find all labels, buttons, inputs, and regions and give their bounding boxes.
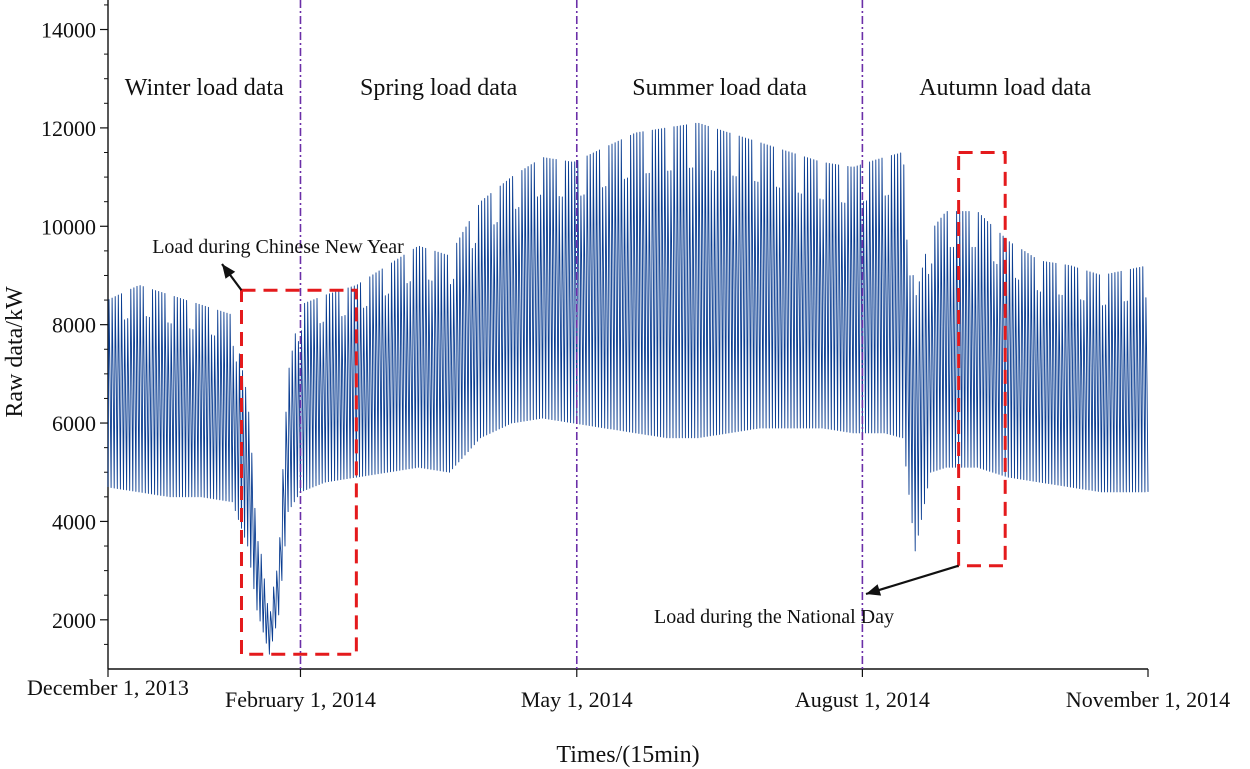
y-axis-title: Raw data/kW <box>2 286 28 418</box>
y-axis-ticks: 2000 4000 6000 8000 10000 12000 14000 <box>41 18 108 633</box>
y-tick-label: 8000 <box>52 313 96 338</box>
y-tick-label: 6000 <box>52 411 96 436</box>
annotation-arrowhead <box>866 584 882 596</box>
load-series <box>107 122 1149 655</box>
annotation-box <box>957 150 1007 568</box>
season-dividers: Winter load data Spring load data Summer l… <box>125 0 1092 669</box>
x-tick-label: December 1, 2013 <box>27 675 189 700</box>
annotation-label: Load during the National Day <box>654 606 894 628</box>
y-tick-label: 12000 <box>41 116 96 141</box>
y-minor-ticks <box>104 4 108 645</box>
annotation-arrowhead <box>222 264 236 279</box>
annotation-label: Load during Chinese New Year <box>152 236 404 258</box>
x-axis-title: Times/(15min) <box>556 742 699 768</box>
annotation-arrow <box>865 564 959 596</box>
load-series-line <box>107 122 1149 655</box>
x-tick-label: May 1, 2014 <box>521 687 633 712</box>
x-axis-ticks: December 1, 2013 February 1, 2014 May 1, 2… <box>27 669 1230 712</box>
y-tick-label: 10000 <box>41 214 96 239</box>
x-tick-label: August 1, 2014 <box>795 687 930 712</box>
season-label: Winter load data <box>125 75 284 101</box>
y-tick-label: 4000 <box>52 509 96 534</box>
season-label: Spring load data <box>360 75 518 101</box>
annotation-box <box>239 288 358 656</box>
y-tick-label: 2000 <box>52 608 96 633</box>
annotations: Load during Chinese New Year Load during … <box>152 150 1007 656</box>
y-tick-label: 14000 <box>41 18 96 43</box>
x-tick-label: November 1, 2014 <box>1066 687 1230 712</box>
x-tick-label: February 1, 2014 <box>225 687 376 712</box>
season-label: Autumn load data <box>919 75 1091 101</box>
season-label: Summer load data <box>632 75 807 101</box>
